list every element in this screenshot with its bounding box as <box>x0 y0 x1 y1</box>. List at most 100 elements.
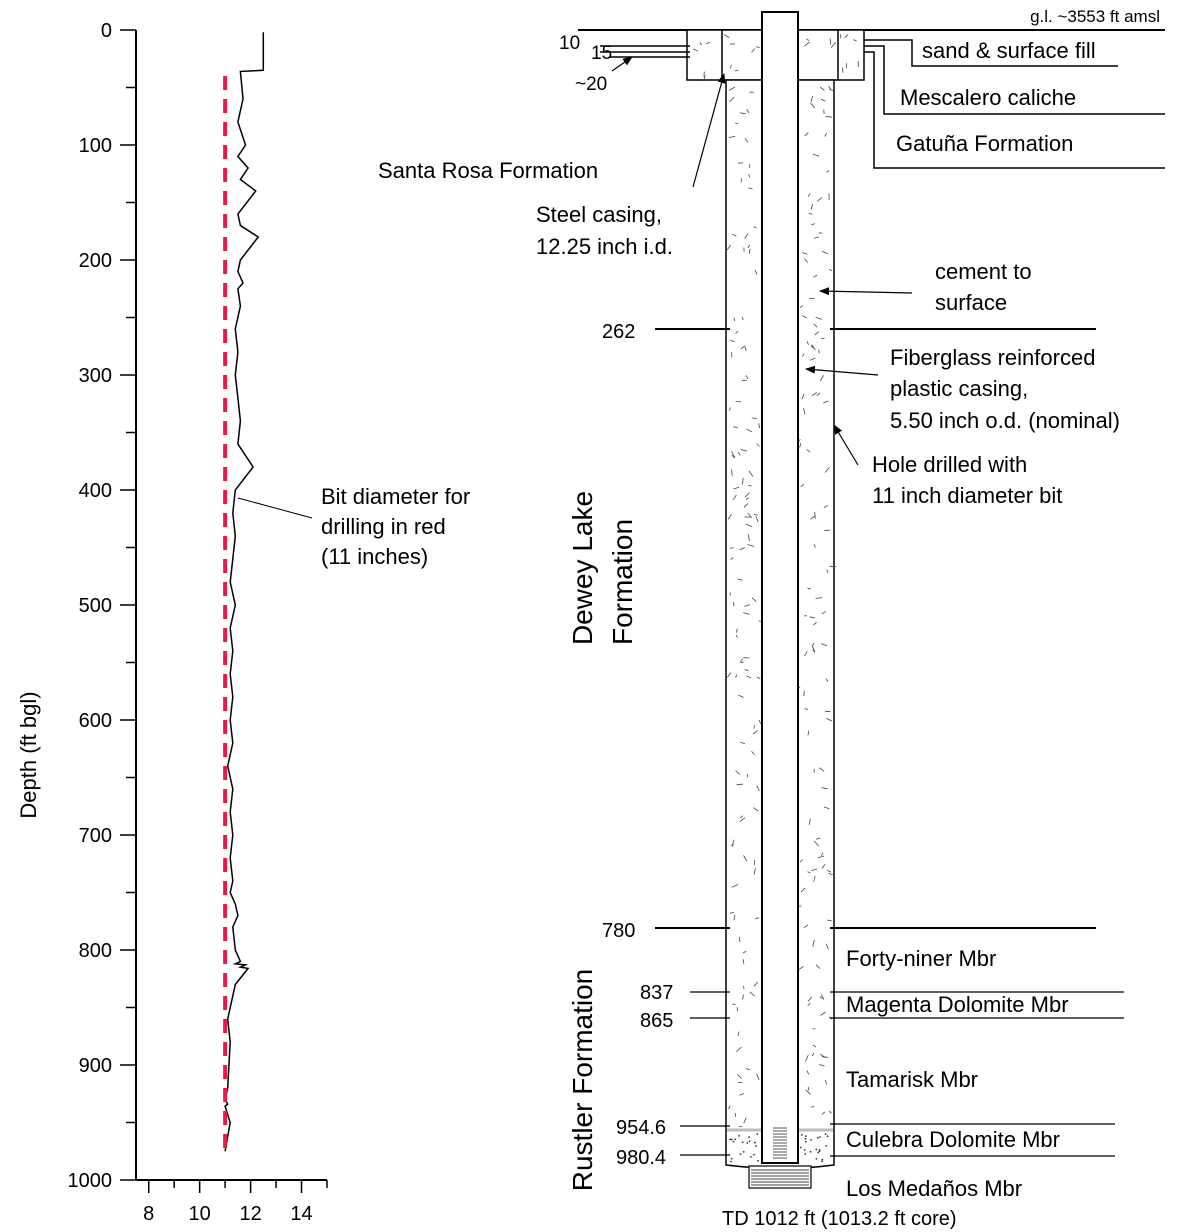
cement-fleck <box>826 569 829 573</box>
cement-fleck <box>801 353 805 357</box>
cement-fleck <box>732 233 737 237</box>
cement-fleck <box>806 449 811 453</box>
cement-fleck <box>805 1089 811 1095</box>
hole-leader <box>833 424 859 466</box>
cement-fleck <box>807 871 811 874</box>
sand-fill-leader <box>864 39 1118 67</box>
cement-fleck <box>753 513 758 516</box>
cement-fleck <box>740 661 744 664</box>
sand-dot <box>739 1153 742 1155</box>
cement-fleck <box>755 917 760 920</box>
cement-fleck <box>735 770 741 775</box>
sand-dot <box>730 1157 733 1160</box>
dewey-lake-label-1: Dewey Lake <box>567 491 598 645</box>
sand-dot <box>755 1145 757 1147</box>
well-screen-slots <box>773 1127 787 1159</box>
frp-label-3: 5.50 inch o.d. (nominal) <box>890 408 1120 433</box>
cement-fleck <box>744 233 749 239</box>
cement-fleck <box>806 1070 810 1075</box>
cement-fleck <box>811 344 816 351</box>
sand-dot <box>826 1135 829 1138</box>
y-tick-label: 1000 <box>68 1170 113 1192</box>
cement-fleck <box>819 1064 825 1067</box>
cement-fleck <box>734 122 739 125</box>
cement-fleck <box>821 994 825 1000</box>
cement-fleck <box>816 392 821 396</box>
cement-fleck <box>803 690 805 697</box>
cement-fleck <box>740 741 746 744</box>
cement-fleck <box>808 212 813 215</box>
gatuna-label: Gatuña Formation <box>896 131 1073 156</box>
x-tick-label: 12 <box>239 1203 261 1225</box>
cement-fleck <box>730 65 732 69</box>
sand-dot <box>734 1138 737 1141</box>
cement-fleck <box>745 375 749 379</box>
cement-fleck <box>813 544 816 548</box>
cement-fleck <box>810 95 813 103</box>
sand-dot <box>748 1140 751 1143</box>
cement-fleck <box>737 451 741 456</box>
cement-fleck <box>815 964 821 969</box>
cement-fleck <box>751 597 757 602</box>
sand-dot <box>804 1140 807 1143</box>
cement-fleck <box>739 817 746 823</box>
sand-dot <box>730 1160 732 1163</box>
cement-fleck <box>729 407 731 411</box>
sand-dot <box>804 1135 807 1137</box>
cement-fleck <box>742 950 747 954</box>
cement-fleck <box>812 649 816 653</box>
cement-fleck <box>729 911 734 914</box>
cement-fleck <box>743 985 745 990</box>
y-axis-ticks: 0 100 200 300 400 500 600 700 800 900 1000 <box>68 20 136 1192</box>
cement-fleck <box>826 718 833 722</box>
cement-fleck <box>819 375 824 382</box>
cement-fleck <box>743 855 748 862</box>
cement-fleck <box>806 341 809 346</box>
cement-fleck <box>811 392 818 397</box>
cement-fleck <box>742 959 745 965</box>
cement-fleck <box>809 616 816 619</box>
sand-dot <box>756 1133 759 1135</box>
cement-fleck <box>740 658 743 663</box>
sand-fill-label: sand & surface fill <box>922 38 1096 63</box>
cement-fleck <box>817 855 825 859</box>
cement-fleck <box>731 451 736 458</box>
sand-pack-dots <box>729 1133 829 1163</box>
x-tick-label: 8 <box>143 1203 154 1225</box>
cement-fleck <box>730 339 735 343</box>
sand-dot <box>818 1150 821 1153</box>
y-tick-label: 300 <box>79 365 112 387</box>
cement-fleck <box>703 75 706 82</box>
cement-fleck <box>745 497 750 500</box>
cement-fleck <box>813 875 816 882</box>
sand-dot <box>729 1138 732 1141</box>
cement-fleck <box>745 523 753 527</box>
cement-fleck <box>739 112 746 115</box>
sand-dot <box>804 1153 807 1155</box>
sand-dot <box>804 1137 807 1140</box>
cement-fleck <box>821 1056 829 1058</box>
caliper-log-chart: 0 100 200 300 400 500 600 700 800 900 1000 8 10 12 14… <box>16 20 470 1225</box>
cement-fleck <box>731 839 735 847</box>
cement-fleck <box>746 108 750 114</box>
cement-fleck <box>821 863 826 869</box>
cement-fleck <box>744 492 750 498</box>
cement-fleck <box>852 39 857 42</box>
cement-fleck <box>829 269 833 272</box>
cement-fleck <box>744 604 750 607</box>
cement-fleck <box>800 483 805 488</box>
cement-fleck <box>753 981 759 987</box>
x-tick-label: 14 <box>290 1203 312 1225</box>
frp-label-1: Fiberglass reinforced <box>890 345 1095 370</box>
series-layer <box>223 32 265 1152</box>
tamarisk-label: Tamarisk Mbr <box>846 1067 978 1092</box>
depth-label-954: 954.6 <box>616 1117 666 1139</box>
sand-dot <box>799 1146 802 1149</box>
cement-fleck <box>812 1044 817 1048</box>
cement-fleck <box>739 1093 744 1096</box>
cement-fleck <box>823 806 830 810</box>
cement-fleck <box>807 996 813 1002</box>
cement-fleck <box>803 408 806 415</box>
y-tick-label: 100 <box>79 135 112 157</box>
